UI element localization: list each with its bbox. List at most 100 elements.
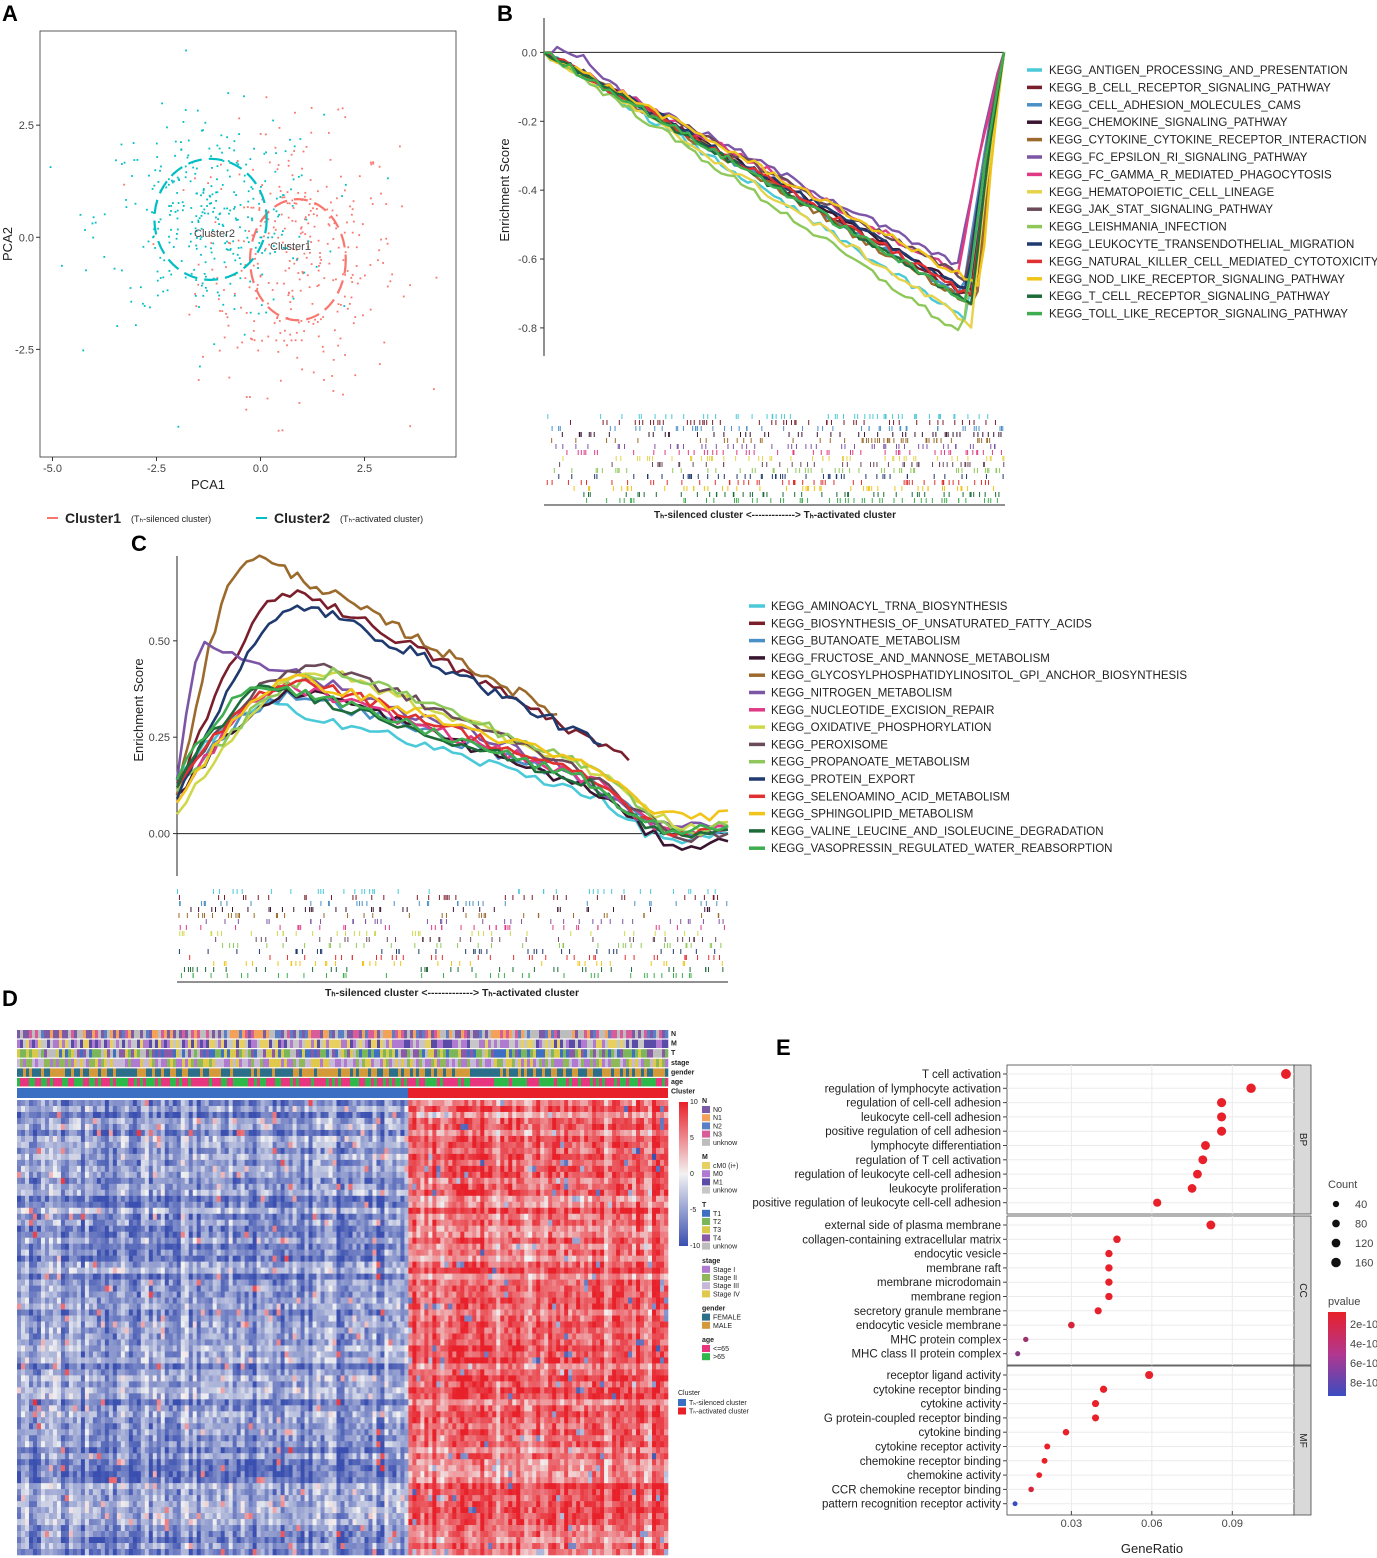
annotation-cell xyxy=(503,1078,507,1087)
heatmap-cell xyxy=(296,1100,301,1107)
heatmap-cell xyxy=(72,1141,78,1149)
annotation-cell xyxy=(623,1058,627,1068)
annotation-cell xyxy=(209,1030,213,1039)
heatmap-cell xyxy=(352,1141,357,1149)
heatmap-cell xyxy=(144,1129,150,1137)
pca-point-2 xyxy=(201,211,204,214)
annotation-cell xyxy=(332,1039,336,1048)
pca-point-2 xyxy=(251,217,253,220)
heatmap-cell xyxy=(396,1117,401,1125)
pca-point-2 xyxy=(278,213,281,216)
pca-point-2 xyxy=(210,202,213,205)
heatmap-cell xyxy=(520,1123,525,1131)
annotation-cell xyxy=(59,1039,63,1048)
heatmap-cell xyxy=(252,1111,257,1119)
pca-point-2 xyxy=(171,179,173,182)
heatmap-cell xyxy=(128,1147,134,1155)
pca-point-2 xyxy=(79,213,82,216)
annotation-cell xyxy=(374,1078,378,1087)
annotation-cell xyxy=(290,1068,294,1077)
cluster2-legend-label: Cluster2 xyxy=(274,510,330,526)
annotation-cell xyxy=(77,1058,81,1068)
heatmap-cell xyxy=(180,1111,186,1119)
heatmap-cell xyxy=(76,1100,82,1107)
heatmap-cell xyxy=(188,1129,194,1137)
heatmap-cell xyxy=(620,1147,625,1155)
heatmap-cell xyxy=(520,1129,525,1137)
heatmap-cell xyxy=(196,1147,202,1155)
annotation-cell xyxy=(383,1078,387,1087)
heatmap-cell xyxy=(204,1129,209,1137)
heatmap-cell xyxy=(372,1111,377,1119)
pca-point-2 xyxy=(184,109,187,111)
heatmap-cell xyxy=(152,1117,158,1125)
heatmap-cell xyxy=(92,1129,98,1137)
heatmap-cell xyxy=(308,1111,313,1119)
annotation-cell xyxy=(302,1049,306,1058)
annotation-cell xyxy=(551,1078,555,1087)
annotation-cell xyxy=(122,1039,126,1048)
pca-point-2 xyxy=(235,219,238,221)
heatmap-cell xyxy=(332,1100,337,1107)
heatmap-cell xyxy=(640,1123,645,1131)
annotation-cell xyxy=(446,1039,450,1048)
heatmap-cell xyxy=(304,1117,309,1125)
heatmap-cell xyxy=(256,1117,261,1125)
heatmap-cell xyxy=(36,1135,42,1143)
annotation-cell xyxy=(578,1058,582,1068)
heatmap-cell xyxy=(424,1117,429,1125)
annotation-cell xyxy=(533,1039,537,1048)
annotation-cell xyxy=(341,1030,345,1039)
annotation-cell xyxy=(212,1039,216,1048)
annotation-cell xyxy=(524,1068,528,1077)
heatmap-cell xyxy=(92,1141,98,1149)
heatmap-cell xyxy=(452,1129,457,1137)
heatmap-cell xyxy=(124,1111,130,1119)
heatmap-cell xyxy=(100,1117,106,1125)
heatmap-cell xyxy=(204,1135,209,1143)
annotation-cell xyxy=(152,1068,156,1077)
heatmap-cell xyxy=(152,1153,158,1161)
heatmap-cell xyxy=(596,1111,601,1119)
annotation-cell xyxy=(404,1068,408,1077)
annotation-cell xyxy=(608,1068,612,1077)
heatmap-cell xyxy=(464,1129,469,1137)
annotation-cell xyxy=(530,1078,534,1087)
heatmap-cell xyxy=(492,1147,497,1155)
annotation-cell xyxy=(608,1078,612,1087)
annotation-cell xyxy=(656,1049,660,1058)
pca-point-1 xyxy=(337,246,340,249)
annotation-cell xyxy=(317,1049,321,1058)
heatmap-cell xyxy=(628,1123,633,1131)
annotation-cell xyxy=(473,1058,477,1068)
annotation-cell xyxy=(329,1049,333,1058)
annotation-cell xyxy=(341,1039,345,1048)
annotation-cell xyxy=(335,1049,339,1058)
annotation-cell xyxy=(266,1049,270,1058)
annotation-cell xyxy=(467,1030,471,1039)
pca-y-label: PCA2 xyxy=(0,227,15,261)
annotation-cell xyxy=(26,1068,30,1077)
pca-point-1 xyxy=(294,111,296,114)
pca-point-2 xyxy=(267,236,269,239)
pca-point-2 xyxy=(247,241,250,244)
annotation-cell xyxy=(83,1068,87,1077)
pca-point-2 xyxy=(200,227,203,230)
pca-point-1 xyxy=(249,337,252,340)
annotation-cell xyxy=(407,1039,411,1048)
heatmap-cell xyxy=(324,1117,329,1125)
heatmap-cell xyxy=(120,1129,126,1137)
annotation-cell xyxy=(95,1068,99,1077)
pca-point-1 xyxy=(377,259,379,262)
pca-point-2 xyxy=(84,229,86,231)
pca-point-2 xyxy=(249,311,252,314)
annotation-cell xyxy=(215,1049,219,1058)
pca-point-1 xyxy=(409,284,412,287)
pca-point-1 xyxy=(209,176,212,179)
heatmap-cell xyxy=(220,1147,225,1155)
pca-point-2 xyxy=(195,192,198,195)
pca-point-2 xyxy=(210,185,213,188)
annotation-cell xyxy=(599,1068,603,1077)
c-es-curve xyxy=(175,689,729,837)
pca-point-2 xyxy=(152,236,154,239)
